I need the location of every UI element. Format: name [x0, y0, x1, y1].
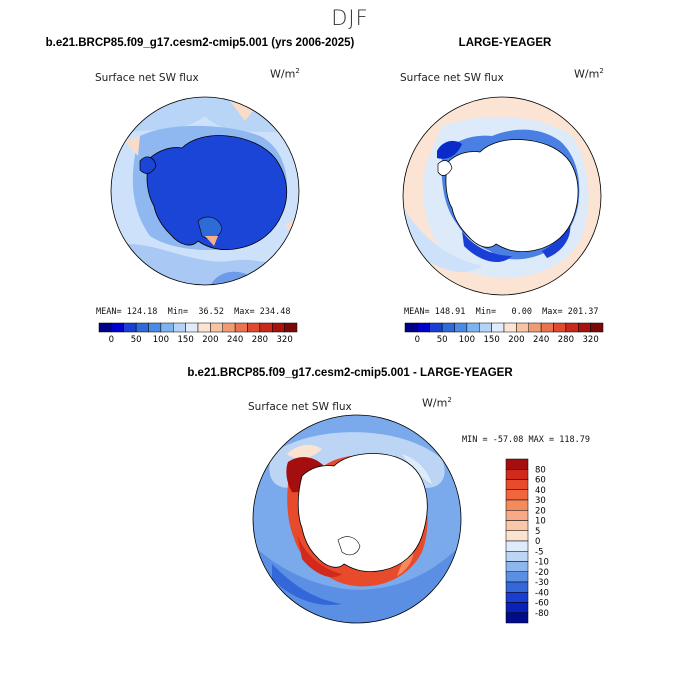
left-colorbar-swatch	[259, 322, 273, 333]
left-colorbar-swatch	[160, 322, 174, 333]
diff-variable-label: Surface net SW flux	[248, 401, 352, 413]
right-units-label: W/m2	[574, 67, 604, 81]
right-colorbar-tick-label: 50	[437, 335, 448, 345]
left-colorbar-swatch	[222, 322, 236, 333]
left-colorbar-tick-label: 320	[277, 335, 293, 345]
left-colorbar-swatch	[197, 322, 211, 333]
left-colorbar-tick-label: 200	[202, 335, 218, 345]
left-colorbar-swatch	[247, 322, 261, 333]
diff-panel-title: b.e21.BRCP85.f09_g17.cesm2-cmip5.001 - L…	[187, 367, 513, 379]
left-colorbar-tick-label: 280	[252, 335, 268, 345]
right-colorbar-tick-label: 240	[533, 335, 549, 345]
right-colorbar-swatch	[553, 322, 567, 333]
right-colorbar-tick-label: 200	[508, 335, 524, 345]
right-colorbar-swatch	[441, 322, 455, 333]
diff-colorbar-tick-label: 60	[535, 476, 546, 486]
diff-colorbar-tick-label: 40	[535, 486, 546, 496]
left-colorbar-swatch	[185, 322, 199, 333]
diff-colorbar-tick-label: 5	[535, 527, 540, 537]
diff-colorbar-swatch	[505, 561, 529, 572]
left-colorbar-tick-label: 0	[109, 335, 114, 345]
left-colorbar-swatch	[284, 322, 298, 333]
diff-colorbar-swatch	[505, 458, 529, 470]
diff-colorbar-swatch	[505, 479, 529, 490]
diff-colorbar-tick-label: -40	[535, 588, 549, 598]
left-colorbar-swatch	[111, 322, 124, 333]
right-colorbar-swatch	[565, 322, 579, 333]
right-colorbar-swatch	[578, 322, 591, 333]
right-colorbar: 0 50 100 150 200 240 280 320	[404, 322, 604, 345]
diff-colorbar-swatch	[505, 469, 529, 480]
left-colorbar-swatch	[98, 322, 112, 333]
left-colorbar-swatch	[135, 322, 149, 333]
right-colorbar-swatch	[491, 322, 505, 333]
diff-colorbar-swatch	[505, 581, 529, 593]
left-polar-map	[110, 96, 300, 286]
right-colorbar-swatch	[404, 322, 418, 333]
right-colorbar-swatch	[454, 322, 468, 333]
diff-colorbar-tick-label: 80	[535, 465, 546, 475]
right-stats: MEAN= 148.91 Min= 0.00 Max= 201.37	[404, 307, 599, 317]
right-colorbar-swatch	[528, 322, 542, 333]
left-colorbar-tick-label: 150	[178, 335, 194, 345]
diff-units-label: W/m2	[422, 396, 452, 410]
right-colorbar-swatch	[466, 322, 480, 333]
right-colorbar-tick-label: 100	[459, 335, 475, 345]
diff-colorbar-tick-label: -20	[535, 568, 549, 578]
diff-colorbar-tick-label: 30	[535, 496, 546, 506]
diff-colorbar-swatch	[505, 520, 529, 531]
diff-colorbar-swatch	[505, 551, 529, 562]
diff-colorbar-swatch	[505, 592, 529, 603]
left-colorbar-swatch	[173, 322, 186, 333]
right-colorbar-swatch	[417, 322, 430, 333]
right-colorbar-tick-label: 0	[415, 335, 420, 345]
right-colorbar-swatch	[590, 322, 604, 333]
right-colorbar-swatch	[479, 322, 492, 333]
diff-colorbar-tick-label: -10	[535, 558, 549, 568]
diff-colorbar-swatch	[505, 489, 529, 501]
season-title: DJF	[331, 6, 369, 30]
diff-colorbar-tick-label: -60	[535, 599, 549, 609]
diff-colorbar-swatch	[505, 530, 529, 542]
left-panel-title: b.e21.BRCP85.f09_g17.cesm2-cmip5.001 (yr…	[45, 37, 355, 49]
left-colorbar-swatch	[234, 322, 248, 333]
diff-colorbar-swatch	[505, 602, 529, 613]
left-colorbar-tick-label: 240	[227, 335, 243, 345]
right-colorbar-tick-label: 320	[583, 335, 599, 345]
left-colorbar-swatch	[123, 322, 137, 333]
diff-colorbar-swatch	[505, 612, 529, 624]
right-colorbar-swatch	[503, 322, 517, 333]
right-variable-label: Surface net SW flux	[400, 72, 504, 84]
diff-colorbar-swatch	[505, 499, 529, 511]
diff-colorbar-swatch	[505, 571, 529, 583]
left-variable-label: Surface net SW flux	[95, 72, 199, 84]
diff-stats: MIN = -57.08 MAX = 118.79	[462, 435, 590, 445]
diff-colorbar-tick-label: 10	[535, 517, 546, 527]
left-colorbar-tick-label: 100	[153, 335, 169, 345]
diff-colorbar-tick-label: -5	[535, 547, 543, 557]
diff-colorbar-swatch	[505, 510, 529, 521]
left-colorbar-swatch	[272, 322, 285, 333]
left-colorbar-swatch	[148, 322, 162, 333]
right-panel-title: LARGE-YEAGER	[458, 37, 552, 49]
diff-colorbar-tick-label: -80	[535, 609, 549, 619]
right-colorbar-tick-label: 150	[484, 335, 500, 345]
left-colorbar-swatch	[210, 322, 223, 333]
left-colorbar: 0 50 100 150 200 240 280 320	[98, 322, 298, 345]
right-polar-map	[402, 96, 602, 296]
right-colorbar-swatch	[540, 322, 554, 333]
diff-colorbar-tick-label: 0	[535, 537, 540, 547]
right-colorbar-swatch	[429, 322, 443, 333]
right-colorbar-swatch	[516, 322, 529, 333]
diff-colorbar-tick-label: 20	[535, 506, 546, 516]
right-colorbar-tick-label: 280	[558, 335, 574, 345]
diff-colorbar-tick-label: -30	[535, 578, 549, 588]
diff-colorbar-swatch	[505, 540, 529, 552]
left-stats: MEAN= 124.18 Min= 36.52 Max= 234.48	[96, 307, 291, 317]
diff-polar-map	[252, 414, 462, 624]
left-units-label: W/m2	[270, 67, 300, 81]
left-colorbar-tick-label: 50	[131, 335, 142, 345]
